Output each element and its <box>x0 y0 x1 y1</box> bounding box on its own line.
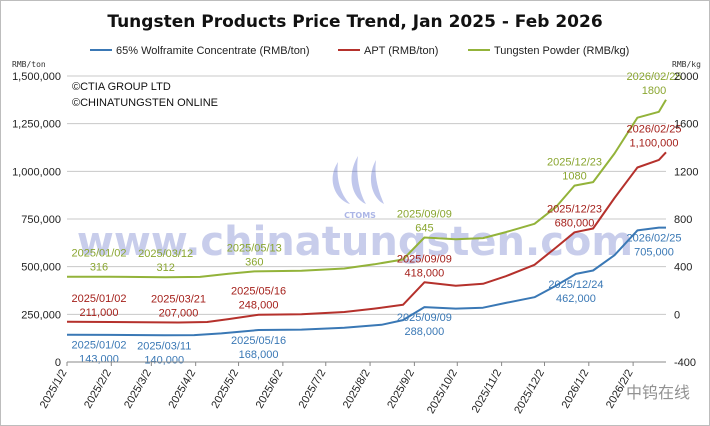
right-tick-label: 1200 <box>674 166 698 178</box>
watermark-brand: CTOMS <box>344 211 376 220</box>
x-tick-label: 2025/10/2 <box>425 368 460 416</box>
legend: 65% Wolframite Concentrate (RMB/ton) APT … <box>90 45 629 57</box>
copyright-line-1: ©CTIA GROUP LTD <box>72 81 171 93</box>
data-label-value: 680,000 <box>555 217 595 229</box>
data-label-date: 2025/03/11 <box>137 340 191 352</box>
right-tick-label: 1600 <box>674 119 698 131</box>
right-tick-label: 800 <box>674 214 692 226</box>
copyright-line-2: ©CHINATUNGSTEN ONLINE <box>72 97 218 109</box>
left-tick-label: 500,000 <box>21 262 61 274</box>
watermark-site: www.chinatungsten.com <box>77 219 633 265</box>
left-tick-label: 0 <box>55 357 61 369</box>
left-axis-unit: RMB/ton <box>12 60 46 69</box>
chart-title: Tungsten Products Price Trend, Jan 2025 … <box>107 12 602 32</box>
data-label-value: 248,000 <box>239 300 279 312</box>
data-label-value: 211,000 <box>80 307 119 319</box>
x-tick-label: 2025/4/2 <box>166 368 198 411</box>
data-label-date: 2025/05/16 <box>231 335 286 347</box>
x-tick-label: 2025/9/2 <box>385 368 417 411</box>
data-label-date: 2025/09/09 <box>397 253 452 265</box>
left-tick-label: 1,250,000 <box>12 119 61 131</box>
data-label-date: 2025/12/23 <box>547 157 602 169</box>
x-tick-label: 2026/1/2 <box>560 368 592 411</box>
x-tick-label: 2025/12/2 <box>512 368 547 416</box>
data-label-date: 2025/12/23 <box>547 203 602 215</box>
data-label-value: 1080 <box>562 171 586 183</box>
data-label-value: 207,000 <box>159 308 199 320</box>
x-tick-label: 2025/2/2 <box>82 368 114 411</box>
left-tick-label: 1,000,000 <box>12 166 61 178</box>
left-tick-label: 750,000 <box>21 214 61 226</box>
ctoms-logo-icon <box>332 156 384 204</box>
x-tick-label: 2025/11/2 <box>470 368 504 416</box>
x-tick-label: 2025/3/2 <box>122 368 154 411</box>
data-label-date: 2026/02/25 <box>626 71 681 83</box>
x-tick-label: 2025/7/2 <box>297 368 329 411</box>
right-axis-unit: RMB/kg <box>672 60 701 69</box>
x-tick-label: 2025/5/2 <box>209 368 241 411</box>
right-tick-label: -400 <box>674 357 696 369</box>
data-label-value: 1800 <box>642 85 666 97</box>
legend-label: APT (RMB/ton) <box>364 45 438 57</box>
watermark-wechat: 中钨在线 <box>626 383 690 402</box>
legend-label: Tungsten Powder (RMB/kg) <box>494 45 629 57</box>
data-label-value: 705,000 <box>634 247 674 259</box>
x-tick-label: 2025/8/2 <box>341 368 373 411</box>
x-tick-label: 2025/6/2 <box>254 368 286 411</box>
series-line <box>66 151 667 324</box>
data-label-date: 2025/03/12 <box>138 248 193 260</box>
data-label-date: 2025/05/16 <box>231 286 286 298</box>
data-label-date: 2025/01/02 <box>71 248 126 260</box>
data-label-date: 2025/09/09 <box>397 312 452 324</box>
data-label-date: 2025/09/09 <box>397 208 452 220</box>
left-tick-label: 250,000 <box>21 309 61 321</box>
right-tick-label: 400 <box>674 262 692 274</box>
data-label-value: 418,000 <box>405 267 445 279</box>
right-tick-label: 2000 <box>674 71 698 83</box>
x-tick-label: 2025/1/2 <box>38 368 70 411</box>
data-label-value: 140,000 <box>144 354 184 366</box>
data-label-value: 645 <box>415 222 433 234</box>
data-label-date: 2025/12/24 <box>548 279 603 291</box>
watermark: CTOMS www.chinatungsten.com 中钨在线 <box>77 156 690 402</box>
data-label-value: 312 <box>156 262 174 274</box>
data-label-value: 1,100,000 <box>630 137 679 149</box>
data-label-value: 316 <box>90 262 108 274</box>
data-label-date: 2026/02/25 <box>626 233 681 245</box>
data-label-date: 2025/01/02 <box>71 340 126 352</box>
series-lines <box>66 99 667 337</box>
legend-label: 65% Wolframite Concentrate (RMB/ton) <box>116 45 310 57</box>
left-tick-label: 1,500,000 <box>12 71 61 83</box>
series-line <box>66 99 667 279</box>
data-label-date: 2026/02/25 <box>626 123 681 135</box>
data-label-value: 288,000 <box>405 326 445 338</box>
data-label-value: 462,000 <box>556 293 596 305</box>
data-label-date: 2025/01/02 <box>71 293 126 305</box>
data-label-value: 360 <box>245 256 263 268</box>
right-tick-label: 0 <box>674 309 680 321</box>
data-label-value: 168,000 <box>239 349 279 361</box>
data-label-value: 143,000 <box>79 354 119 366</box>
data-labels: 2025/01/02 143,000 2025/03/11 140,000 2025/0… <box>71 71 681 366</box>
series-line <box>66 226 666 337</box>
data-label-date: 2025/03/21 <box>151 294 206 306</box>
data-label-date: 2025/05/13 <box>227 242 282 254</box>
